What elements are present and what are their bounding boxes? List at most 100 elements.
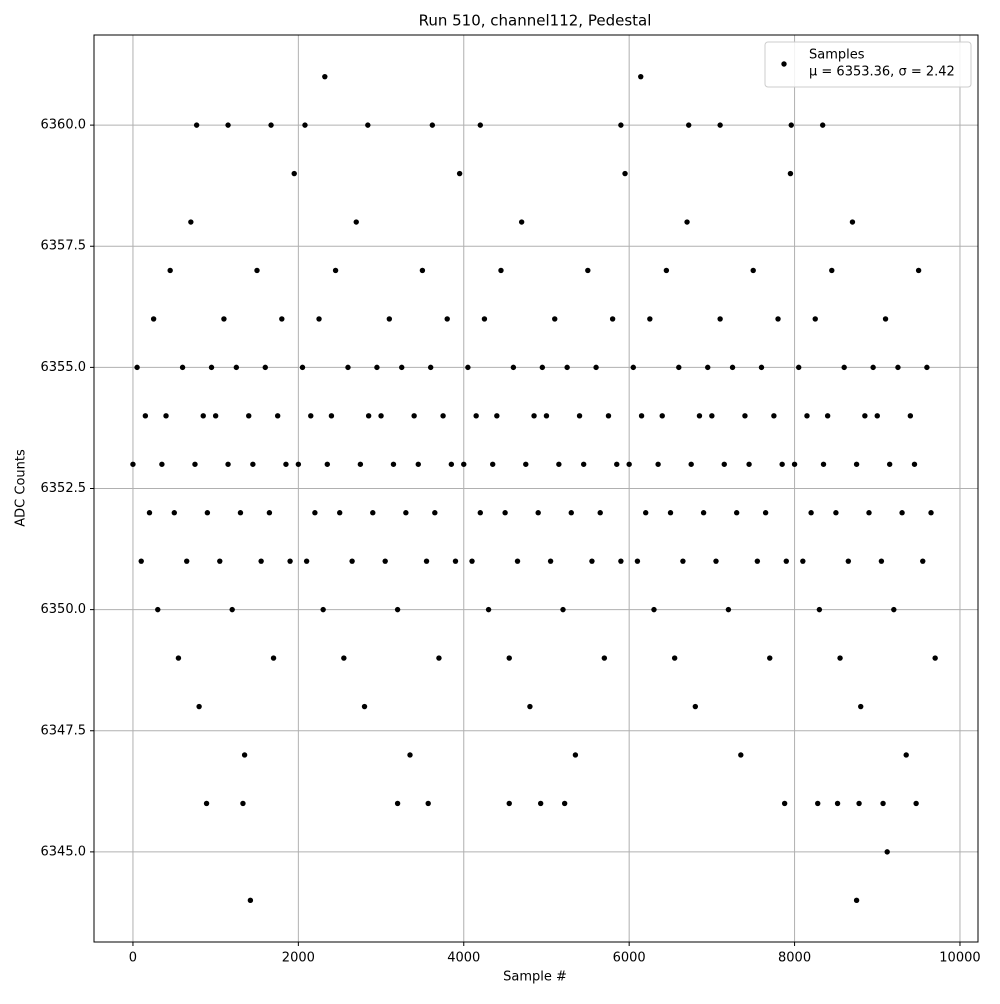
- y-tick-label: 6360.0: [41, 118, 87, 133]
- point: [469, 558, 475, 564]
- point: [179, 364, 186, 371]
- point: [130, 461, 136, 467]
- point: [427, 364, 434, 371]
- point: [407, 752, 413, 758]
- legend-box: [764, 41, 972, 88]
- point: [928, 510, 934, 516]
- point: [733, 510, 740, 516]
- point: [837, 655, 843, 661]
- point: [767, 655, 773, 661]
- point: [618, 122, 624, 128]
- point: [618, 558, 624, 564]
- point: [266, 510, 273, 516]
- point: [605, 413, 612, 419]
- point: [886, 461, 893, 467]
- point: [833, 510, 839, 516]
- point: [320, 606, 326, 613]
- point: [758, 364, 765, 371]
- point: [880, 800, 886, 807]
- x-tick-label: 4000: [447, 951, 480, 966]
- chart-title: Run 510, channel112, Pedestal: [419, 12, 652, 30]
- point: [750, 267, 756, 274]
- point: [295, 461, 302, 467]
- point: [452, 558, 459, 564]
- point: [506, 800, 512, 807]
- point: [204, 510, 211, 516]
- point: [203, 800, 210, 807]
- point: [874, 413, 880, 419]
- point: [920, 558, 926, 564]
- point: [601, 655, 608, 661]
- point: [915, 267, 922, 274]
- point: [403, 510, 409, 516]
- point: [514, 558, 521, 564]
- point: [246, 413, 252, 419]
- legend-label: Samples: [809, 48, 865, 63]
- point: [394, 800, 401, 807]
- point: [240, 800, 246, 807]
- point: [225, 122, 231, 128]
- point: [638, 73, 644, 80]
- point: [647, 316, 653, 322]
- point: [423, 558, 430, 564]
- point: [399, 364, 405, 371]
- point: [849, 219, 856, 225]
- point: [291, 170, 297, 177]
- point: [819, 122, 826, 128]
- x-tick-label: 0: [129, 951, 137, 966]
- point: [729, 364, 736, 371]
- x-axis-label: Sample #: [503, 970, 567, 985]
- point: [705, 364, 711, 371]
- point: [386, 316, 393, 322]
- point: [676, 364, 682, 371]
- point: [237, 510, 244, 516]
- point: [322, 73, 328, 80]
- y-tick-label: 6350.0: [41, 602, 87, 617]
- point: [308, 413, 314, 419]
- point: [481, 316, 488, 322]
- point: [746, 461, 752, 467]
- point: [651, 606, 657, 613]
- point: [903, 752, 909, 758]
- point: [506, 655, 512, 661]
- point: [432, 510, 438, 516]
- point: [188, 219, 194, 225]
- point: [932, 655, 938, 661]
- point: [717, 122, 723, 128]
- point: [429, 122, 436, 128]
- point: [341, 655, 347, 661]
- point: [593, 364, 599, 371]
- point: [684, 219, 690, 225]
- point: [543, 413, 550, 419]
- point: [518, 219, 525, 225]
- point: [709, 413, 715, 419]
- point: [580, 461, 587, 467]
- point: [436, 655, 442, 661]
- point: [783, 558, 789, 564]
- point: [473, 413, 479, 419]
- point: [146, 510, 153, 516]
- point: [167, 267, 173, 274]
- point: [456, 170, 463, 177]
- point: [155, 606, 161, 613]
- x-tick-label: 6000: [613, 951, 646, 966]
- point: [254, 267, 260, 274]
- point: [539, 364, 546, 371]
- point: [345, 364, 351, 371]
- point: [754, 558, 761, 564]
- point: [353, 219, 359, 225]
- point: [485, 606, 492, 613]
- point: [390, 461, 397, 467]
- legend-stats: μ = 6353.36, σ = 2.42: [809, 65, 955, 80]
- point: [159, 461, 165, 467]
- point: [791, 461, 798, 467]
- y-tick-label: 6347.5: [41, 723, 87, 738]
- point: [370, 510, 376, 516]
- point: [568, 510, 574, 516]
- point: [196, 703, 202, 710]
- point: [816, 606, 823, 613]
- point: [638, 413, 645, 419]
- point: [502, 510, 508, 516]
- point: [742, 413, 748, 419]
